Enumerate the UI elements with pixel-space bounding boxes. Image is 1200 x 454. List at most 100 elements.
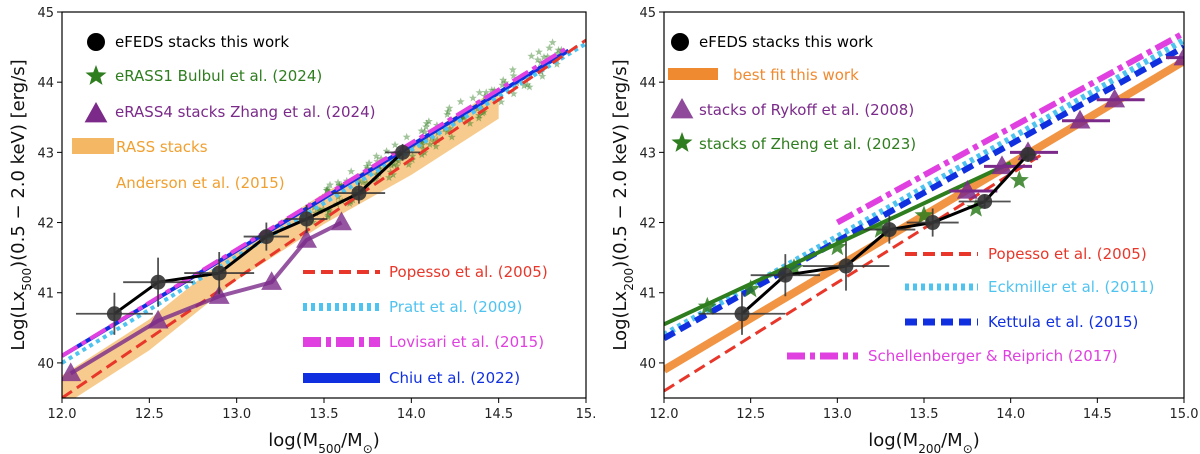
erass1-point bbox=[554, 45, 563, 54]
legend-efeds-marker bbox=[87, 33, 105, 51]
legend-rykoff-marker bbox=[670, 98, 694, 119]
right-ylabel: Log(Lx200)(0.5 − 2.0 keV) [erg/s] bbox=[610, 59, 636, 350]
erass1-point bbox=[322, 186, 331, 194]
zheng-point bbox=[1009, 170, 1029, 189]
erass1-point bbox=[497, 97, 506, 106]
left-efeds-point bbox=[106, 306, 122, 322]
erass1-point bbox=[548, 38, 557, 46]
erass1-point bbox=[319, 205, 328, 213]
right-xtick-label: 12.0 bbox=[650, 407, 679, 422]
erass1-point bbox=[533, 55, 542, 64]
legend-bestfit-marker bbox=[668, 68, 718, 80]
popesso-line bbox=[664, 151, 1047, 393]
right-xlabel: log(M200/M⊙) bbox=[868, 430, 980, 454]
left-efeds-point bbox=[211, 265, 227, 281]
right-ytick-label: 43 bbox=[639, 146, 656, 161]
left-efeds-point bbox=[299, 211, 315, 227]
erass4-point bbox=[62, 362, 82, 382]
erass1-point bbox=[324, 212, 332, 221]
legend-label: Eckmiller et al. (2011) bbox=[988, 278, 1154, 296]
erass1-point bbox=[362, 162, 371, 170]
zheng-point bbox=[914, 205, 934, 224]
erass1-point bbox=[326, 180, 334, 189]
erass1-point bbox=[545, 43, 554, 52]
erass1-point bbox=[334, 178, 342, 187]
left-ytick-label: 43 bbox=[37, 146, 54, 161]
right-efeds-point bbox=[925, 215, 941, 231]
erass1-point bbox=[460, 112, 469, 121]
erass1-point bbox=[499, 76, 508, 84]
erass1-point bbox=[482, 88, 491, 96]
erass1-point bbox=[456, 97, 465, 106]
erass4-point bbox=[261, 271, 283, 290]
erass4-point bbox=[296, 229, 317, 248]
zheng-point bbox=[966, 198, 986, 217]
zheng-point bbox=[871, 219, 891, 238]
erass1-point bbox=[422, 122, 431, 131]
legend-label: stacks of Rykoff et al. (2008) bbox=[699, 101, 914, 119]
erass1-point bbox=[324, 211, 333, 219]
erass1-point bbox=[408, 151, 417, 160]
erass1-point bbox=[509, 71, 518, 80]
erass1-point bbox=[543, 52, 552, 61]
left-xtick-label: 14.5 bbox=[484, 407, 513, 422]
erass1-point bbox=[391, 140, 399, 149]
erass1-point bbox=[443, 110, 452, 118]
erass1-point bbox=[315, 206, 323, 214]
erass1-point bbox=[365, 159, 374, 167]
erass1-point bbox=[432, 121, 441, 129]
erass1-point bbox=[417, 141, 426, 149]
left-efeds-point bbox=[351, 185, 367, 201]
erass1-point bbox=[335, 181, 344, 189]
right-ytick-label: 44 bbox=[639, 76, 656, 91]
left-xtick-label: 13.5 bbox=[310, 407, 339, 422]
erass1-point bbox=[475, 88, 484, 96]
right-ytick-label: 40 bbox=[639, 357, 656, 372]
left-efeds-point bbox=[258, 229, 274, 245]
erass1-point bbox=[534, 47, 543, 56]
left-xtick-label: 14.0 bbox=[397, 407, 426, 422]
erass1-point bbox=[447, 133, 456, 141]
erass1-point bbox=[422, 119, 431, 127]
erass4-point bbox=[208, 285, 230, 304]
erass1-point bbox=[433, 135, 442, 144]
legend-label: eFEDS stacks this work bbox=[115, 33, 289, 51]
right-ytick-label: 45 bbox=[639, 6, 656, 21]
erass1-point bbox=[323, 184, 332, 192]
left-xtick-label: 12.5 bbox=[135, 407, 164, 422]
legend-label: Anderson et al. (2015) bbox=[116, 174, 285, 192]
erass1-point bbox=[523, 80, 532, 89]
erass1-point bbox=[358, 178, 367, 186]
right-efeds-point bbox=[777, 267, 793, 283]
left-efeds-point bbox=[150, 274, 166, 290]
legend-label: eRASS4 stacks Zhang et al. (2024) bbox=[115, 103, 376, 121]
right-efeds-point bbox=[1020, 146, 1036, 162]
right-efeds-point bbox=[881, 222, 897, 238]
erass1-point bbox=[324, 207, 333, 216]
legend-label: Popesso et al. (2005) bbox=[988, 245, 1147, 263]
erass1-point bbox=[444, 107, 452, 116]
erass1-point bbox=[385, 173, 393, 181]
erass1-point bbox=[372, 170, 381, 179]
erass1-point bbox=[508, 65, 517, 74]
legend-label: Schellenberger & Reiprich (2017) bbox=[868, 347, 1118, 365]
erass4-line bbox=[69, 220, 343, 376]
legend-rass-marker bbox=[72, 138, 114, 154]
erass1-point bbox=[382, 147, 391, 155]
right-panel: 12.0 12.5 13.0 13.5 14.0 14.5 15.0 40 41 42 43 44 45… bbox=[610, 6, 1198, 454]
erass1-point bbox=[538, 72, 547, 80]
erass1-point bbox=[377, 154, 386, 163]
erass1-point bbox=[420, 127, 429, 136]
right-efeds-point bbox=[838, 258, 854, 274]
rykoff-point bbox=[1104, 88, 1126, 108]
erass1-point bbox=[527, 52, 536, 60]
erass1-point bbox=[474, 114, 483, 122]
erass4-point bbox=[147, 309, 169, 329]
left-ylabel: Log(Lx500)(0.5 − 2.0 keV) [erg/s] bbox=[8, 59, 34, 350]
legend-label: best fit this work bbox=[733, 66, 859, 84]
erass1-point bbox=[373, 157, 382, 165]
chiu-line bbox=[62, 48, 570, 358]
erass1-point bbox=[445, 124, 454, 133]
erass1-point bbox=[387, 161, 396, 169]
erass1-point bbox=[473, 104, 482, 113]
